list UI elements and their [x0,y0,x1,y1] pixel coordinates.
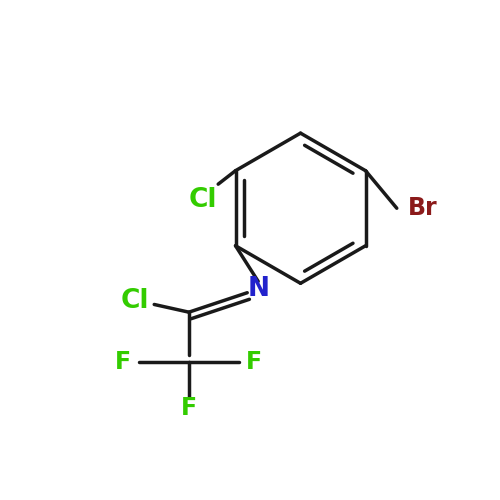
Text: N: N [247,276,269,302]
Text: Br: Br [408,196,438,220]
Text: F: F [181,396,197,420]
Text: Cl: Cl [120,288,149,314]
Text: Cl: Cl [188,186,217,212]
Text: F: F [246,350,262,374]
Text: F: F [116,350,132,374]
